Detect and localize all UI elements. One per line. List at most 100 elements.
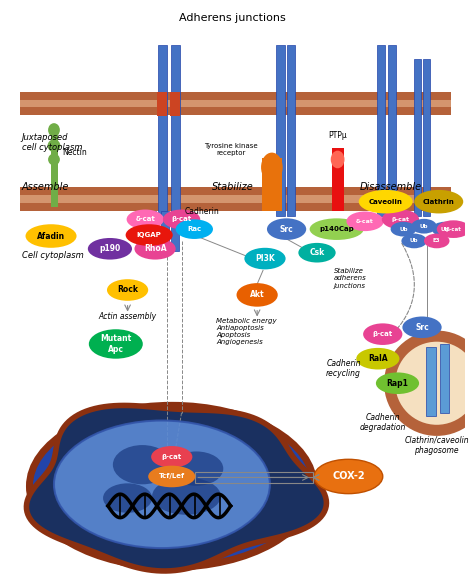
Ellipse shape <box>411 219 437 234</box>
Ellipse shape <box>113 445 172 484</box>
Bar <box>423 59 430 216</box>
Text: Stabilize
adherens
junctions: Stabilize adherens junctions <box>334 269 366 288</box>
Text: Clathrin/caveolin
phagosome: Clathrin/caveolin phagosome <box>404 435 469 455</box>
Ellipse shape <box>26 224 77 248</box>
Bar <box>440 344 449 413</box>
Text: Cell cytoplasm: Cell cytoplasm <box>22 251 83 260</box>
Ellipse shape <box>103 483 152 513</box>
Bar <box>19 92 451 100</box>
Ellipse shape <box>48 123 60 137</box>
Text: Nectin: Nectin <box>62 148 87 157</box>
Text: Rock: Rock <box>117 285 138 295</box>
Ellipse shape <box>107 279 148 301</box>
Ellipse shape <box>261 153 283 182</box>
Bar <box>171 45 180 216</box>
Ellipse shape <box>363 324 402 345</box>
Polygon shape <box>27 405 327 571</box>
Text: Ub: Ub <box>410 238 419 244</box>
Text: β-cat: β-cat <box>446 227 461 231</box>
Bar <box>377 45 385 216</box>
Ellipse shape <box>127 209 164 229</box>
Text: Cadherin
recycling: Cadherin recycling <box>326 358 361 378</box>
Text: Actin assembly: Actin assembly <box>99 311 156 321</box>
Ellipse shape <box>48 154 60 165</box>
Ellipse shape <box>391 222 416 237</box>
Text: PTPμ: PTPμ <box>328 131 347 140</box>
Text: Caveolin: Caveolin <box>369 199 402 205</box>
Text: Clathrin: Clathrin <box>423 199 455 205</box>
Text: β-cat: β-cat <box>373 331 393 337</box>
Ellipse shape <box>245 248 286 269</box>
Ellipse shape <box>414 190 463 213</box>
Text: Tcf/Lef: Tcf/Lef <box>159 473 185 480</box>
Ellipse shape <box>169 451 223 486</box>
Bar <box>287 45 295 216</box>
Bar <box>19 187 451 195</box>
Text: Rac: Rac <box>187 226 201 232</box>
Text: Mutant
Apc: Mutant Apc <box>100 334 131 354</box>
Text: Akt: Akt <box>250 291 264 299</box>
Ellipse shape <box>432 222 457 237</box>
Ellipse shape <box>54 420 270 548</box>
Text: PI3K: PI3K <box>255 254 275 263</box>
Ellipse shape <box>331 151 345 168</box>
Text: δ-cat: δ-cat <box>135 216 155 222</box>
Text: Src: Src <box>415 323 429 332</box>
Text: Cadherin: Cadherin <box>184 206 219 216</box>
Ellipse shape <box>401 234 427 248</box>
Text: Ub: Ub <box>440 227 449 231</box>
Text: Stabilize: Stabilize <box>212 182 254 192</box>
Ellipse shape <box>126 224 173 246</box>
Ellipse shape <box>176 219 213 239</box>
Ellipse shape <box>135 238 176 260</box>
Text: β-cat: β-cat <box>162 454 182 460</box>
Text: RhoA: RhoA <box>144 244 166 253</box>
Bar <box>388 45 395 216</box>
Ellipse shape <box>402 317 442 338</box>
Text: Ub: Ub <box>420 224 428 229</box>
Bar <box>19 202 451 211</box>
Text: Afadin: Afadin <box>37 231 65 241</box>
Bar <box>170 92 180 116</box>
Ellipse shape <box>437 220 470 238</box>
Text: Ub: Ub <box>399 227 408 231</box>
Text: p140Cap: p140Cap <box>319 226 354 232</box>
Text: Src: Src <box>280 224 293 234</box>
Text: Rap1: Rap1 <box>386 379 409 388</box>
Text: Metabolic energy
Antiapoptosis
Apoptosis
Angiogenesis: Metabolic energy Antiapoptosis Apoptosis… <box>216 317 276 345</box>
Bar <box>332 148 344 212</box>
Bar <box>19 107 451 115</box>
Text: COX-2: COX-2 <box>332 472 365 481</box>
Ellipse shape <box>310 218 364 240</box>
Text: β-cat: β-cat <box>172 216 191 222</box>
Text: p190: p190 <box>99 244 120 253</box>
Text: δ-cat: δ-cat <box>356 219 374 224</box>
Ellipse shape <box>152 477 221 514</box>
Ellipse shape <box>89 329 143 358</box>
Text: E3: E3 <box>433 238 440 244</box>
Circle shape <box>393 340 474 426</box>
Text: RalA: RalA <box>368 354 388 363</box>
Ellipse shape <box>382 209 419 229</box>
Ellipse shape <box>424 234 449 248</box>
Ellipse shape <box>359 190 413 213</box>
Ellipse shape <box>148 466 195 487</box>
Text: Adherens junctions: Adherens junctions <box>179 13 286 23</box>
Text: Tyrosine kinase
receptor: Tyrosine kinase receptor <box>204 143 257 156</box>
Ellipse shape <box>151 446 192 467</box>
Bar <box>171 212 179 251</box>
Ellipse shape <box>298 243 336 263</box>
Bar <box>195 472 313 483</box>
Ellipse shape <box>163 209 200 229</box>
Ellipse shape <box>376 372 419 394</box>
Text: Assemble: Assemble <box>22 182 69 192</box>
Bar <box>161 212 169 251</box>
Ellipse shape <box>267 218 306 240</box>
Text: β-cat: β-cat <box>392 217 410 222</box>
Ellipse shape <box>47 139 60 152</box>
Text: Csk: Csk <box>310 248 325 257</box>
Bar <box>157 92 167 116</box>
Text: IQGAP: IQGAP <box>137 232 162 238</box>
Bar <box>414 59 421 216</box>
Bar <box>51 133 58 206</box>
